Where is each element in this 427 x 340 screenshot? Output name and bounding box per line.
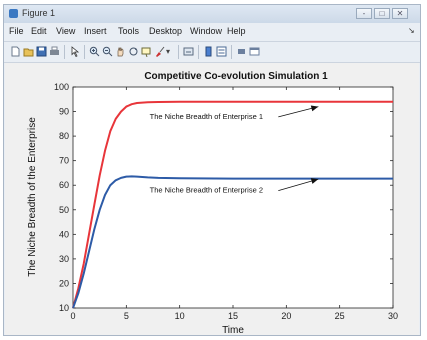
menu-window[interactable]: Window xyxy=(190,26,223,36)
y-tick-label: 10 xyxy=(59,303,69,313)
close-button[interactable]: ✕ xyxy=(392,8,408,19)
colorbar-icon[interactable] xyxy=(203,46,214,57)
menu-expand-arrow-icon[interactable]: ↘ xyxy=(408,26,415,35)
zoom-in-icon[interactable] xyxy=(89,46,100,57)
series-group xyxy=(72,100,393,309)
series-line-enterprise-1 xyxy=(72,100,393,309)
save-icon[interactable] xyxy=(36,46,47,57)
y-tick-label: 80 xyxy=(59,131,69,141)
y-tick-label: 40 xyxy=(59,229,69,239)
menu-help[interactable]: Help xyxy=(227,26,246,36)
menu-insert[interactable]: Insert xyxy=(84,26,107,36)
x-tick-label: 15 xyxy=(228,311,238,321)
plot-area[interactable] xyxy=(72,86,394,309)
data-cursor-icon[interactable] xyxy=(141,46,152,57)
x-axis: 0 5 10 15 20 25 30 xyxy=(70,87,398,321)
annotation-label-1: The Niche Breadth of Enterprise 1 xyxy=(150,112,263,121)
y-tick-label: 20 xyxy=(59,278,69,288)
x-tick-label: 25 xyxy=(335,311,345,321)
show-tools-icon[interactable] xyxy=(249,46,260,57)
y-tick-label: 90 xyxy=(59,107,69,117)
toolbar-separator xyxy=(231,45,232,59)
minimize-button[interactable]: - xyxy=(356,8,372,19)
toolbar-separator xyxy=(64,45,65,59)
annotation-group: The Niche Breadth of Enterprise 1 The Nic… xyxy=(150,105,319,195)
y-tick-label: 70 xyxy=(59,156,69,166)
plot-panel: Competitive Co-evolution Simulation 1 10… xyxy=(5,63,419,336)
print-icon[interactable] xyxy=(49,46,60,57)
y-axis-label: The Niche Breadth of the Enterprise xyxy=(27,117,38,277)
x-tick-label: 10 xyxy=(175,311,185,321)
y-tick-label: 100 xyxy=(54,82,69,92)
menu-tools[interactable]: Tools xyxy=(118,26,140,36)
title-bar: Figure 1 - □ ✕ xyxy=(4,5,420,23)
toolbar-separator xyxy=(198,45,199,59)
menu-edit[interactable]: Edit xyxy=(31,26,47,36)
new-file-icon[interactable] xyxy=(10,46,21,57)
x-axis-label: Time xyxy=(222,325,244,335)
chart-title: Competitive Co-evolution Simulation 1 xyxy=(144,71,328,82)
annotation-label-2: The Niche Breadth of Enterprise 2 xyxy=(150,186,263,195)
x-tick-label: 0 xyxy=(70,311,75,321)
legend-icon[interactable] xyxy=(216,46,227,57)
annotation-arrowhead-1 xyxy=(310,105,319,112)
menu-bar: File Edit View Insert Tools Desktop Wind… xyxy=(4,24,420,40)
hide-tools-icon[interactable] xyxy=(236,46,247,57)
brush-dropdown-icon[interactable]: ▾ xyxy=(166,47,171,56)
pointer-icon[interactable] xyxy=(69,46,80,57)
menu-desktop[interactable]: Desktop xyxy=(149,26,183,36)
link-icon[interactable] xyxy=(183,46,194,57)
menu-file[interactable]: File xyxy=(9,26,24,36)
annotation-arrowhead-2 xyxy=(310,178,319,184)
y-tick-label: 50 xyxy=(59,205,69,215)
toolbar: ▾ xyxy=(4,41,420,63)
y-tick-label: 30 xyxy=(59,254,69,264)
y-axis: 10 20 30 40 50 60 70 80 90 100 xyxy=(54,82,393,313)
x-tick-label: 5 xyxy=(124,311,129,321)
maximize-button[interactable]: □ xyxy=(374,8,390,19)
menu-view[interactable]: View xyxy=(56,26,76,36)
chart-canvas[interactable]: Competitive Co-evolution Simulation 1 10… xyxy=(5,63,419,336)
matlab-figure-icon xyxy=(9,9,18,18)
window-title: Figure 1 xyxy=(22,8,56,18)
series-line-enterprise-2 xyxy=(72,175,393,309)
toolbar-separator xyxy=(178,45,179,59)
figure-window: Figure 1 - □ ✕ File Edit View Insert Too… xyxy=(3,4,421,336)
x-tick-label: 20 xyxy=(281,311,291,321)
y-tick-label: 60 xyxy=(59,180,69,190)
zoom-out-icon[interactable] xyxy=(102,46,113,57)
rotate-icon[interactable] xyxy=(128,46,139,57)
brush-icon[interactable] xyxy=(154,46,165,57)
open-folder-icon[interactable] xyxy=(23,46,34,57)
pan-icon[interactable] xyxy=(115,46,126,57)
toolbar-separator xyxy=(84,45,85,59)
x-tick-label: 30 xyxy=(388,311,398,321)
